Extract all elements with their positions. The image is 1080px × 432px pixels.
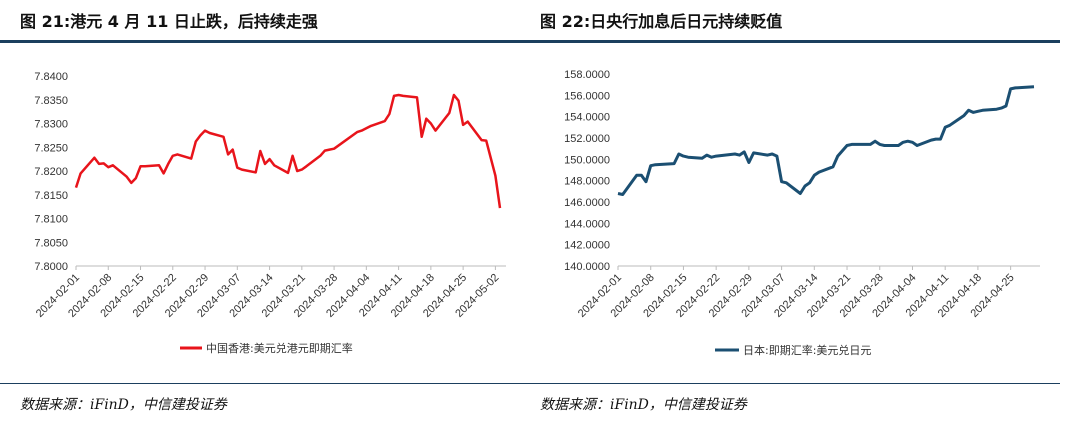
legend-label: 中国香港:美元兑港元即期汇率 xyxy=(206,341,353,355)
y-tick-label: 7.8300 xyxy=(34,119,68,131)
y-tick-label: 7.8200 xyxy=(34,166,68,178)
hkd-line-chart: 7.8000 7.8050 7.8100 7.8150 7.8200 7.8250 7.83… xyxy=(34,71,506,355)
y-tick-label: 142.0000 xyxy=(564,240,610,252)
title-rule xyxy=(0,40,530,43)
y-tick-label: 7.8100 xyxy=(34,214,68,226)
y-tick-label: 154.0000 xyxy=(564,112,610,124)
y-tick-label: 148.0000 xyxy=(564,176,610,188)
chart-title: 图 22:日央行加息后日元持续贬值 xyxy=(540,12,783,31)
source-note: 数据来源：iFinD，中信建投证券 xyxy=(540,397,747,413)
y-tick-label: 158.0000 xyxy=(564,69,610,81)
y-tick-label: 7.8250 xyxy=(34,142,68,154)
y-tick-label: 150.0000 xyxy=(564,154,610,166)
y-tick-label: 7.8050 xyxy=(34,237,68,249)
title-rule xyxy=(528,40,1060,43)
jpy-line-chart: 140.0000 142.0000 144.0000 146.0000 148.0000… xyxy=(564,69,1040,357)
chart-panel-jpy: 图 22:日央行加息后日元持续贬值 140.0000 142.0000 144.00… xyxy=(528,0,1080,432)
footer-rule xyxy=(528,383,1060,384)
y-tick-label: 152.0000 xyxy=(564,133,610,145)
y-tick-label: 7.8000 xyxy=(34,261,68,273)
y-tick-label: 140.0000 xyxy=(564,261,610,273)
y-tick-label: 7.8350 xyxy=(34,95,68,107)
chart-title: 图 21:港元 4 月 11 日止跌，后持续走强 xyxy=(20,12,318,31)
source-note: 数据来源：iFinD，中信建投证券 xyxy=(20,397,227,413)
legend-label: 日本:即期汇率:美元兑日元 xyxy=(743,343,871,357)
y-tick-label: 7.8150 xyxy=(34,190,68,202)
y-tick-label: 146.0000 xyxy=(564,197,610,209)
y-tick-label: 7.8400 xyxy=(34,71,68,83)
y-tick-label: 144.0000 xyxy=(564,218,610,230)
series-line xyxy=(74,93,502,209)
y-tick-label: 156.0000 xyxy=(564,90,610,102)
footer-rule xyxy=(0,383,530,384)
series-line xyxy=(617,85,1035,196)
chart-panel-hkd: 图 21:港元 4 月 11 日止跌，后持续走强 7.8000 7.8050 7.8… xyxy=(0,12,530,413)
